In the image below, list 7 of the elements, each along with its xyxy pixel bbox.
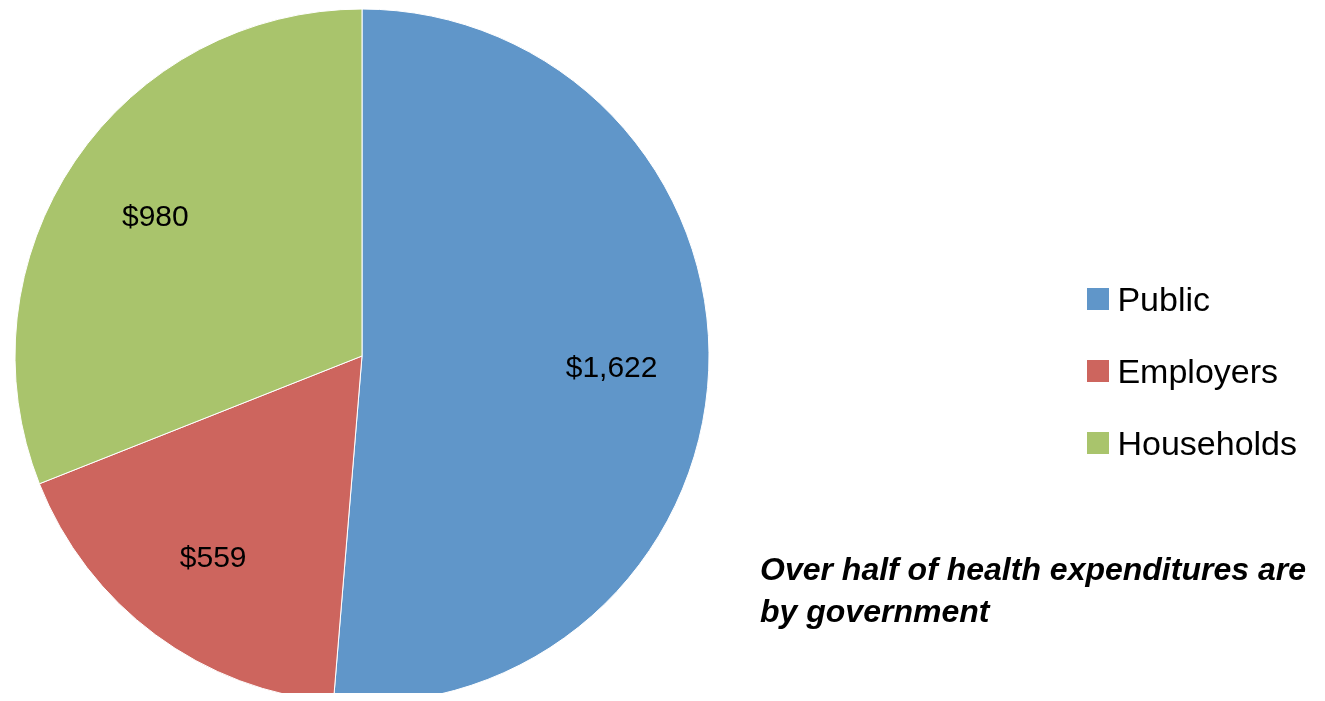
data-label: $980: [121, 199, 189, 233]
data-label: $1,622: [565, 349, 658, 383]
legend-label: Employers: [1117, 351, 1279, 392]
text: Over half of health expenditures are by government: [760, 550, 1307, 631]
legend-label: Households: [1117, 423, 1297, 464]
data-label: $559: [179, 540, 247, 574]
legend-label: Public: [1117, 279, 1211, 320]
